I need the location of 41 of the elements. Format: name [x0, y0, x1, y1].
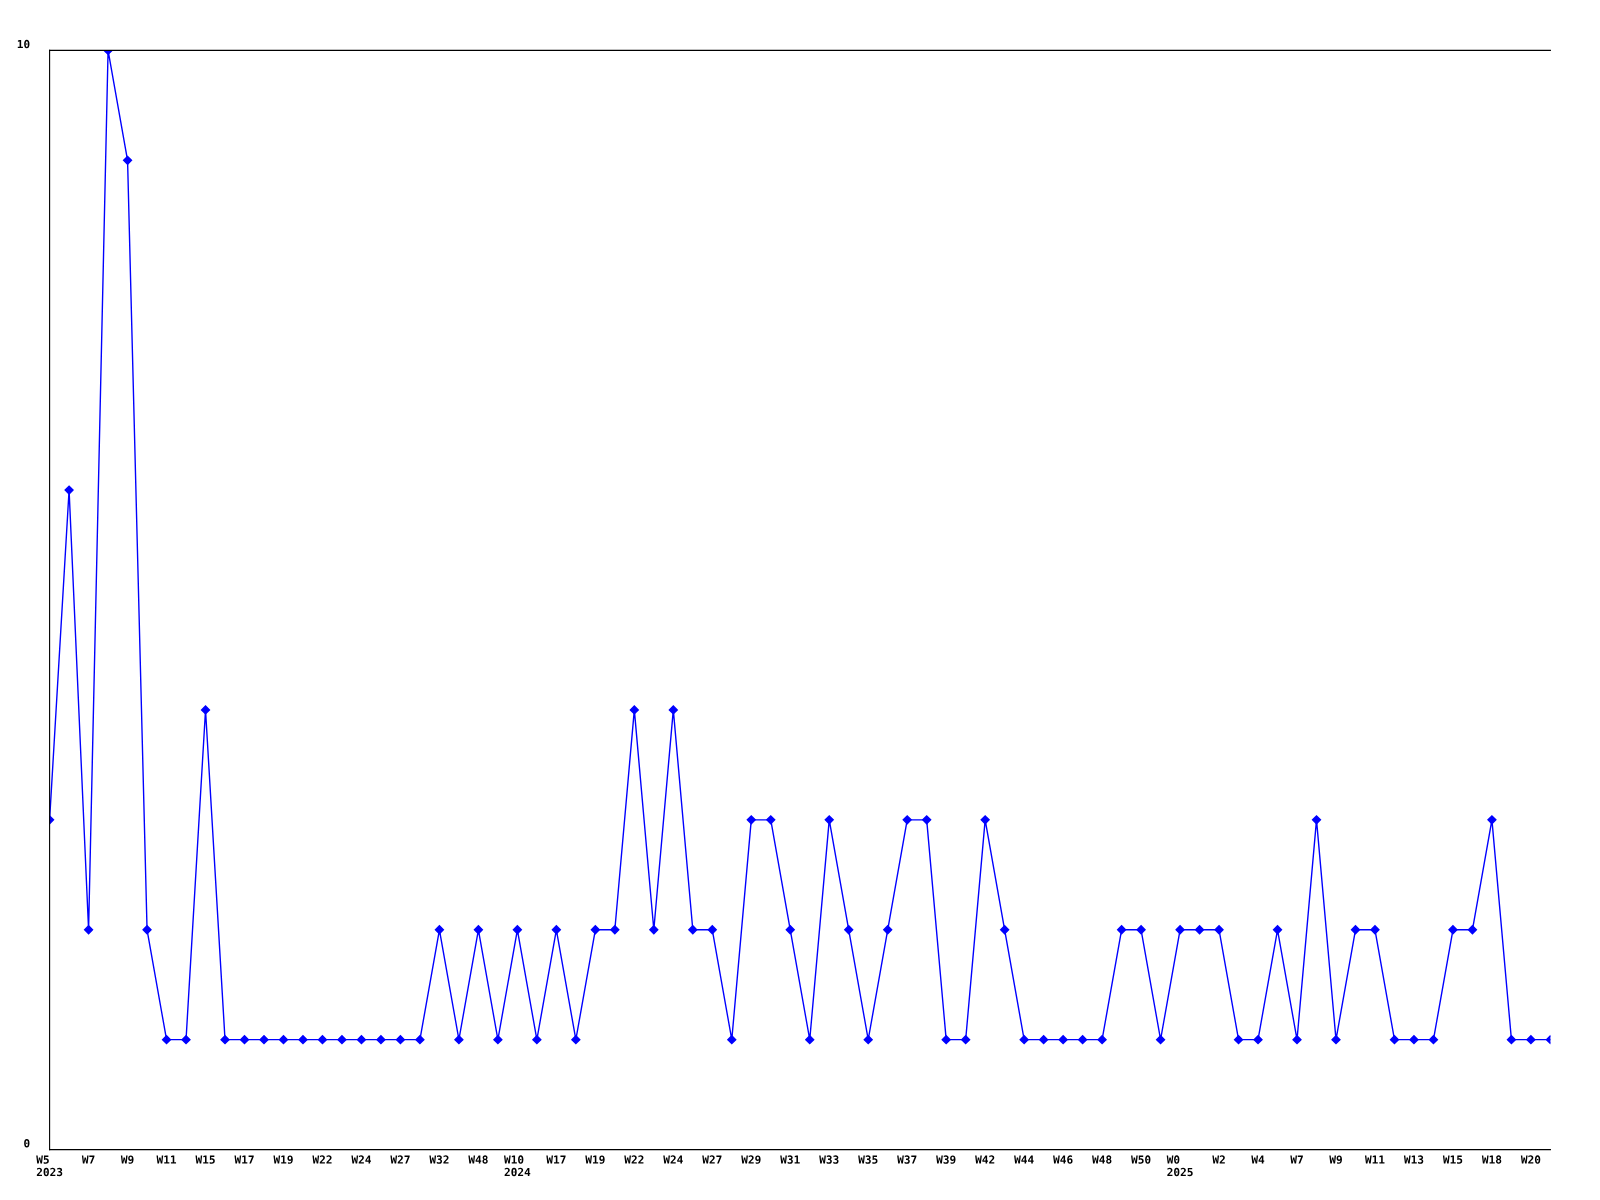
x-tick-label: W27 — [702, 1155, 722, 1164]
x-tick-label: W48 — [1092, 1155, 1112, 1164]
x-tick-label: W10 2024 — [504, 1155, 531, 1177]
x-tick-label: W17 — [546, 1155, 566, 1164]
x-tick-label: W48 — [468, 1155, 488, 1164]
x-tick-label: W39 — [936, 1155, 956, 1164]
x-tick-label: W42 — [975, 1155, 995, 1164]
x-tick-label: W19 — [273, 1155, 293, 1164]
x-tick-label: W4 — [1251, 1155, 1265, 1164]
x-tick-label: W18 — [1481, 1155, 1502, 1164]
x-tick-label: W33 — [819, 1155, 839, 1164]
x-tick-label: W44 — [1014, 1155, 1034, 1164]
x-tick-label: W27 — [390, 1155, 410, 1164]
x-tick-label: W15 — [195, 1155, 215, 1164]
x-tick-label: W9 — [120, 1155, 134, 1164]
x-tick-label: W11 — [156, 1155, 177, 1164]
x-tick-label: W7 — [1290, 1155, 1303, 1164]
x-tick-label: W32 — [429, 1155, 449, 1164]
x-tick-label: W24 — [351, 1155, 371, 1164]
x-tick-label: W20 — [1520, 1155, 1541, 1164]
x-tick-label: W29 — [741, 1155, 761, 1164]
y-tick-label: 0 — [24, 1139, 30, 1148]
x-tick-label: W24 — [663, 1155, 683, 1164]
x-tick-label: W11 — [1364, 1155, 1385, 1164]
x-tick-label: W46 — [1053, 1155, 1073, 1164]
x-tick-label: W31 — [780, 1155, 800, 1164]
y-tick-label: 10 — [17, 39, 30, 49]
x-tick-label: W22 — [312, 1155, 332, 1164]
x-tick-label: W19 — [585, 1155, 605, 1164]
x-tick-label: W35 — [858, 1155, 878, 1164]
x-tick-label: W15 — [1442, 1155, 1463, 1164]
x-tick-label: W50 — [1131, 1155, 1151, 1164]
x-tick-label: W37 — [897, 1155, 917, 1164]
x-tick-label: W9 — [1329, 1155, 1342, 1164]
x-tick-label: W2 — [1212, 1155, 1225, 1164]
x-tick-label: W17 — [234, 1155, 254, 1164]
x-tick-label: W22 — [624, 1155, 644, 1164]
x-tick-label: W13 — [1403, 1155, 1424, 1164]
x-tick-label: W7 — [81, 1155, 95, 1164]
x-tick-label: W0 2025 — [1166, 1155, 1193, 1177]
x-tick-label: W5 2023 — [36, 1155, 63, 1177]
